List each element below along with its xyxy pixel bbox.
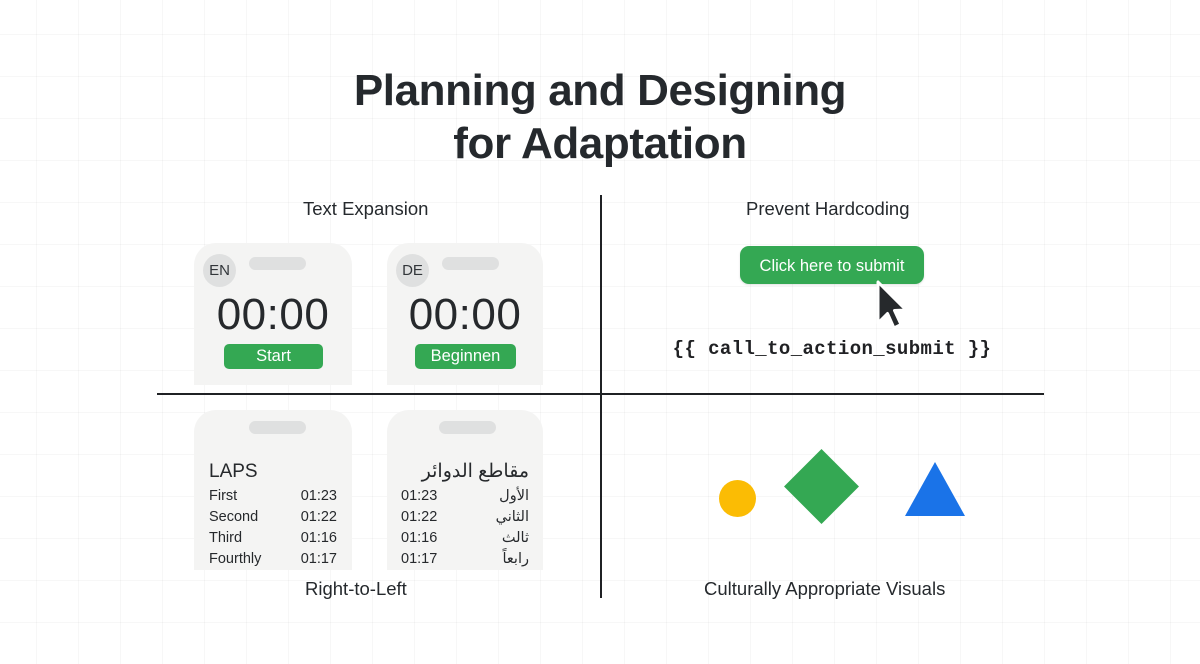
shape-triangle-icon bbox=[905, 462, 965, 516]
shape-diamond-icon bbox=[784, 449, 859, 524]
phone-notch-icon bbox=[442, 257, 499, 270]
submit-cta-button[interactable]: Click here to submit bbox=[740, 246, 924, 284]
horizontal-divider bbox=[157, 393, 1044, 395]
lap-row: Second 01:22 bbox=[209, 507, 337, 528]
lap-time: 01:17 bbox=[401, 551, 438, 567]
quadrant-label-right-to-left: Right-to-Left bbox=[305, 578, 407, 599]
lap-time: 01:22 bbox=[401, 509, 438, 525]
arrow-cursor-icon bbox=[876, 280, 908, 330]
lap-row: Third 01:16 bbox=[209, 528, 337, 549]
lap-label: رابعاً bbox=[502, 551, 529, 567]
lap-label: الأول bbox=[499, 488, 529, 504]
lap-time: 01:16 bbox=[300, 530, 337, 546]
timer-card-de: DE 00:00 Beginnen bbox=[387, 243, 543, 385]
start-button-en[interactable]: Start bbox=[224, 344, 323, 369]
phone-notch-icon bbox=[249, 421, 306, 434]
lap-time: 01:22 bbox=[300, 509, 337, 525]
lap-row: First 01:23 bbox=[209, 486, 337, 507]
quadrant-label-culturally-appropriate-visuals: Culturally Appropriate Visuals bbox=[704, 578, 946, 599]
start-button-de[interactable]: Beginnen bbox=[415, 344, 516, 369]
lap-row: رابعاً 01:17 bbox=[401, 549, 529, 570]
lap-label: Fourthly bbox=[209, 551, 262, 567]
language-badge-de: DE bbox=[396, 254, 429, 287]
language-badge-en: EN bbox=[203, 254, 236, 287]
lap-label: ثالث bbox=[501, 530, 529, 546]
timer-card-en: EN 00:00 Start bbox=[194, 243, 352, 385]
template-code-string: {{ call_to_action_submit }} bbox=[672, 338, 992, 360]
laps-card-rtl: مقاطع الدوائر الأول 01:23 الثاني 01:22 ث… bbox=[387, 410, 543, 570]
lap-time: 01:23 bbox=[401, 488, 438, 504]
lap-row: الأول 01:23 bbox=[401, 486, 529, 507]
page-title: Planning and Designing for Adaptation bbox=[353, 66, 847, 168]
lap-label: First bbox=[209, 488, 238, 504]
lap-label: Third bbox=[209, 530, 243, 546]
laps-card-ltr: LAPS First 01:23 Second 01:22 Third 01:1… bbox=[194, 410, 352, 570]
lap-row: ثالث 01:16 bbox=[401, 528, 529, 549]
lap-time: 01:23 bbox=[300, 488, 337, 504]
lap-label: الثاني bbox=[495, 509, 529, 525]
lap-label: Second bbox=[209, 509, 259, 525]
timer-display-de: 00:00 bbox=[408, 290, 522, 339]
lap-row: Fourthly 01:17 bbox=[209, 549, 337, 570]
laps-heading-rtl: مقاطع الدوائر bbox=[421, 461, 529, 482]
shape-circle-icon bbox=[719, 480, 756, 517]
vertical-divider bbox=[600, 195, 602, 598]
quadrant-label-prevent-hardcoding: Prevent Hardcoding bbox=[746, 198, 910, 219]
lap-time: 01:17 bbox=[300, 551, 337, 567]
quadrant-label-text-expansion: Text Expansion bbox=[303, 198, 429, 219]
timer-display-en: 00:00 bbox=[216, 290, 330, 339]
lap-row: الثاني 01:22 bbox=[401, 507, 529, 528]
laps-heading-ltr: LAPS bbox=[209, 461, 258, 482]
phone-notch-icon bbox=[439, 421, 496, 434]
phone-notch-icon bbox=[249, 257, 306, 270]
lap-time: 01:16 bbox=[401, 530, 438, 546]
